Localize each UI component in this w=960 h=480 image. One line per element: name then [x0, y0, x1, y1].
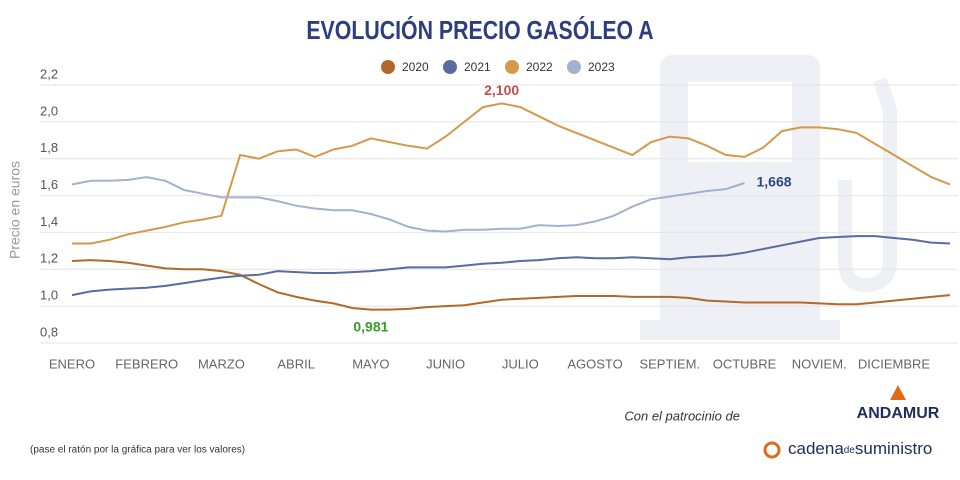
series-line [71, 259, 951, 311]
annotation: 1,668 [757, 174, 792, 190]
series-line [72, 102, 951, 245]
x-tick-label: FEBRERO [115, 356, 178, 371]
pump-watermark [640, 55, 897, 340]
x-tick-label: JUNIO [426, 356, 465, 371]
y-tick-label: 1,2 [40, 251, 58, 266]
brand-logo [763, 441, 781, 459]
x-tick-label: ABRIL [277, 356, 315, 371]
hint-note: (pase el ratón por la gráfica para ver l… [30, 445, 245, 456]
x-tick-label: DICIEMBRE [858, 356, 931, 371]
y-tick-label: 1,8 [40, 140, 58, 155]
legend-marker [505, 60, 519, 74]
series-line [71, 235, 951, 297]
sponsor-logo [890, 385, 906, 400]
legend-label: 2020 [402, 60, 429, 74]
x-tick-label: OCTUBRE [713, 356, 777, 371]
y-axis-label: Precio en euros [7, 161, 23, 259]
brand-b: de [844, 445, 856, 456]
y-tick-label: 0,8 [40, 324, 58, 339]
y-tick-label: 1,0 [40, 288, 58, 303]
brand-text: cadenadesuministro [788, 439, 932, 458]
chart-title: EVOLUCIÓN PRECIO GASÓLEO A [306, 15, 653, 46]
x-tick-label: MARZO [198, 356, 245, 371]
legend-label: 2022 [526, 60, 553, 74]
legend-label: 2021 [464, 60, 491, 74]
x-tick-label: ENERO [49, 356, 95, 371]
y-tick-label: 2,0 [40, 103, 58, 118]
brand-a: cadena [788, 439, 844, 458]
brand-c: suministro [855, 439, 932, 458]
sponsor-brand: ANDAMUR [857, 405, 940, 422]
sponsor-text: Con el patrocinio de [624, 408, 740, 423]
legend-marker [381, 60, 395, 74]
legend-marker [567, 60, 581, 74]
x-tick-label: NOVIEM. [792, 356, 847, 371]
x-tick-label: AGOSTO [567, 356, 622, 371]
y-tick-label: 1,6 [40, 177, 58, 192]
x-tick-label: MAYO [352, 356, 389, 371]
x-tick-label: JULIO [502, 356, 539, 371]
legend-label: 2023 [588, 60, 615, 74]
annotation: 0,981 [353, 318, 388, 334]
y-tick-label: 2,2 [40, 66, 58, 81]
legend-marker [443, 60, 457, 74]
x-tick-label: SEPTIEM. [639, 356, 700, 371]
y-tick-label: 1,4 [40, 214, 58, 229]
series-line [71, 176, 745, 233]
annotation: 2,100 [484, 82, 519, 98]
